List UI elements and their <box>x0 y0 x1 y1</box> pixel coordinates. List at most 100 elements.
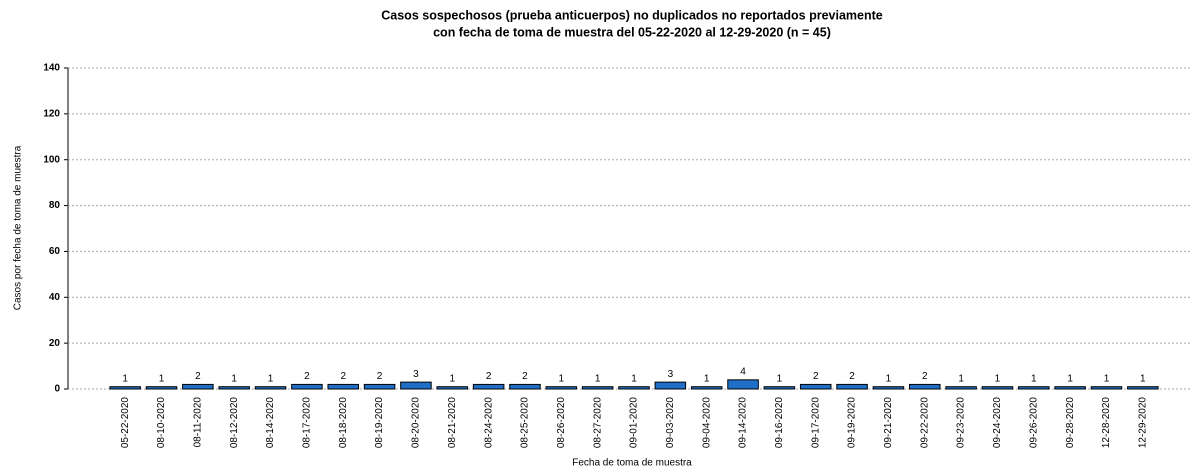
data-label: 2 <box>486 371 492 382</box>
bar <box>1090 386 1123 390</box>
data-label: 1 <box>1031 373 1037 384</box>
bar <box>1018 386 1050 390</box>
x-tick-label: 08-20-2020 <box>411 397 422 449</box>
x-tick-label: 08-10-2020 <box>156 397 167 449</box>
x-axis-title: Fecha de toma de muestra <box>572 458 692 469</box>
data-label: 1 <box>1067 373 1073 384</box>
x-tick-label: 09-03-2020 <box>665 397 676 449</box>
x-tick-label: 08-21-2020 <box>447 397 458 449</box>
x-tick-label: 09-19-2020 <box>847 397 858 449</box>
x-tick-label: 09-16-2020 <box>774 397 785 449</box>
bar <box>727 379 759 390</box>
data-label: 2 <box>377 371 383 382</box>
data-label: 3 <box>668 369 674 380</box>
bar <box>363 383 396 390</box>
bar <box>145 386 178 390</box>
x-tick-label: 09-24-2020 <box>992 397 1003 449</box>
bar <box>945 386 977 390</box>
x-tick-label: 09-22-2020 <box>919 397 930 449</box>
data-label: 2 <box>849 371 855 382</box>
data-label: 1 <box>449 373 455 384</box>
data-label: 3 <box>413 369 419 380</box>
x-tick-label: 09-17-2020 <box>810 397 821 449</box>
x-tick-label: 08-25-2020 <box>520 397 531 449</box>
bar <box>400 381 432 390</box>
y-tick-label: 60 <box>49 246 61 257</box>
data-label: 1 <box>595 373 601 384</box>
x-tick-label: 08-26-2020 <box>556 397 567 449</box>
data-label: 1 <box>1140 373 1146 384</box>
x-tick-label: 09-23-2020 <box>956 397 967 449</box>
bar <box>472 383 505 390</box>
bar <box>254 386 287 390</box>
x-tick-label: 08-11-2020 <box>193 397 204 448</box>
y-tick-label: 140 <box>43 63 60 74</box>
bar <box>690 386 723 390</box>
bar <box>872 386 905 390</box>
data-label: 1 <box>559 373 565 384</box>
x-tick-label: 08-24-2020 <box>483 397 494 449</box>
y-tick-label: 40 <box>49 292 61 303</box>
x-tick-label: 08-17-2020 <box>302 397 313 449</box>
x-tick-label: 08-27-2020 <box>592 397 603 449</box>
bar <box>545 386 578 390</box>
bar <box>1127 386 1159 390</box>
bar <box>799 383 832 390</box>
x-tick-label: 12-28-2020 <box>1101 397 1112 449</box>
x-tick-label: 09-28-2020 <box>1065 397 1076 449</box>
data-label: 1 <box>231 373 237 384</box>
data-label: 1 <box>631 373 637 384</box>
x-tick-label: 09-04-2020 <box>701 397 712 449</box>
data-label: 1 <box>268 373 274 384</box>
bar <box>182 383 214 390</box>
data-label: 2 <box>522 371 528 382</box>
data-label: 1 <box>886 373 892 384</box>
bar <box>327 383 360 390</box>
bar <box>618 386 650 390</box>
bar <box>836 383 868 390</box>
bar <box>509 383 541 390</box>
y-tick-label: 80 <box>49 200 61 211</box>
x-tick-label: 09-01-2020 <box>629 397 640 449</box>
bar <box>581 386 614 390</box>
x-tick-label: 09-14-2020 <box>738 397 749 449</box>
data-label: 2 <box>813 371 819 382</box>
bar <box>218 386 250 390</box>
x-tick-label: 09-21-2020 <box>883 397 894 449</box>
x-tick-label: 09-26-2020 <box>1028 397 1039 449</box>
y-tick-label: 100 <box>43 154 60 165</box>
bar <box>436 386 469 390</box>
data-label: 1 <box>777 373 783 384</box>
x-tick-label: 08-19-2020 <box>374 397 385 449</box>
x-tick-label: 05-22-2020 <box>120 397 131 449</box>
bar <box>908 383 941 390</box>
y-tick-label: 20 <box>49 338 61 349</box>
bar <box>109 386 141 390</box>
bar <box>981 386 1014 390</box>
data-label: 4 <box>740 366 746 377</box>
y-tick-label: 0 <box>54 384 60 395</box>
data-label: 1 <box>704 373 710 384</box>
data-label: 1 <box>122 373 128 384</box>
x-tick-label: 12-29-2020 <box>1137 397 1148 449</box>
chart-title: Casos sospechosos (prueba anticuerpos) n… <box>381 8 883 22</box>
data-label: 2 <box>922 371 928 382</box>
bar <box>763 386 796 390</box>
data-label: 2 <box>340 371 346 382</box>
x-tick-label: 08-18-2020 <box>338 397 349 449</box>
data-label: 1 <box>958 373 964 384</box>
y-tick-label: 120 <box>43 108 60 119</box>
bar <box>291 383 323 390</box>
bar <box>1054 386 1086 390</box>
data-label: 1 <box>995 373 1001 384</box>
x-tick-label: 08-14-2020 <box>265 397 276 449</box>
data-label: 2 <box>304 371 310 382</box>
data-label: 2 <box>195 371 201 382</box>
data-label: 1 <box>159 373 165 384</box>
chart-title: con fecha de toma de muestra del 05-22-2… <box>433 25 831 39</box>
data-label: 1 <box>1104 373 1110 384</box>
y-axis-title: Casos por fecha de toma de muestra <box>13 145 24 310</box>
bar <box>654 381 687 390</box>
x-tick-label: 08-12-2020 <box>229 397 240 449</box>
